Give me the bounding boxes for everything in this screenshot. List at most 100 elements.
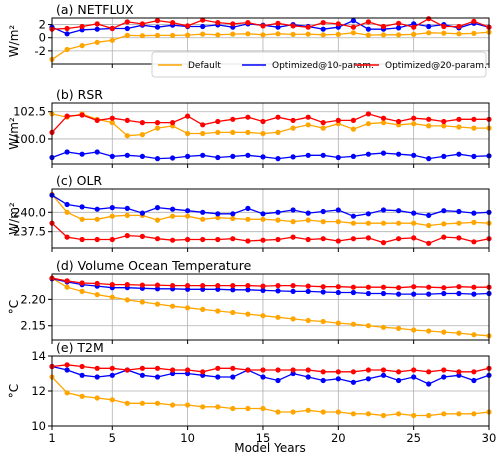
series-line [51, 222, 490, 244]
data-point [185, 402, 191, 408]
data-point [94, 280, 100, 287]
data-point [275, 156, 281, 162]
data-point [185, 208, 191, 214]
data-point [139, 400, 145, 406]
data-point [365, 121, 371, 127]
data-point [305, 367, 311, 373]
data-point [275, 114, 281, 120]
data-point [305, 210, 311, 216]
data-point [275, 377, 281, 384]
data-point [260, 283, 266, 289]
data-point [260, 154, 266, 160]
data-point [245, 20, 251, 26]
data-point [185, 236, 191, 243]
data-point [380, 120, 387, 126]
data-point [305, 283, 311, 289]
panels-layer: -202 (a) NETFLUX W/m² Default Optimized@10-p… [7, 2, 496, 445]
data-point [139, 372, 145, 378]
data-point [154, 156, 161, 162]
data-point [471, 30, 477, 36]
data-point [426, 369, 432, 375]
data-point [320, 318, 326, 325]
panel-title: (e) T2M [56, 340, 104, 355]
data-point [320, 284, 326, 290]
data-point [365, 284, 371, 290]
data-point [396, 32, 402, 38]
data-point [396, 220, 402, 226]
data-point [365, 111, 371, 117]
data-point [230, 287, 236, 293]
data-point [170, 283, 176, 289]
data-point [426, 284, 432, 290]
data-point [215, 308, 221, 314]
data-point [245, 238, 251, 244]
series-line [51, 17, 490, 30]
data-point [456, 220, 462, 226]
data-point [64, 209, 70, 215]
data-point [124, 233, 130, 239]
data-point [350, 220, 356, 226]
data-point [109, 294, 115, 300]
data-point [471, 18, 477, 24]
data-point [94, 395, 100, 401]
data-point [320, 120, 326, 126]
data-point [124, 367, 130, 373]
series-default [49, 191, 492, 229]
panel-title: (a) NETFLUX [56, 2, 134, 17]
data-point [426, 23, 432, 30]
data-point [260, 313, 266, 319]
series-line [51, 113, 489, 137]
data-point [260, 118, 266, 125]
data-point [426, 123, 432, 129]
data-point [471, 210, 477, 216]
data-point [230, 283, 236, 289]
data-point [441, 367, 447, 373]
series-line [51, 151, 490, 160]
data-point [109, 115, 115, 121]
data-point [290, 125, 296, 131]
data-point [305, 236, 311, 243]
data-point [320, 20, 326, 26]
data-point [305, 122, 311, 128]
data-point [79, 372, 85, 378]
data-point [456, 31, 462, 37]
data-point [245, 152, 251, 158]
data-point [200, 286, 206, 292]
data-point [441, 290, 447, 297]
data-point [200, 283, 206, 289]
data-point [320, 208, 326, 215]
data-point [396, 291, 402, 297]
data-point [396, 118, 402, 125]
data-point [94, 39, 100, 45]
data-point [365, 220, 371, 226]
data-point [275, 24, 281, 30]
data-point [139, 132, 145, 138]
data-point [426, 156, 432, 162]
data-point [411, 24, 417, 30]
data-point [230, 129, 236, 135]
data-point [290, 23, 296, 29]
data-point [245, 367, 251, 373]
data-point [230, 153, 236, 159]
data-point [94, 21, 100, 27]
data-point [79, 23, 85, 30]
data-point [185, 286, 191, 292]
data-point [170, 32, 176, 39]
data-point [320, 289, 326, 295]
data-point [94, 292, 100, 298]
data-point [154, 400, 161, 406]
data-point [154, 374, 161, 380]
data-point [94, 206, 100, 212]
data-point [350, 289, 356, 296]
data-point [139, 33, 145, 39]
data-point [185, 153, 191, 159]
data-point [335, 284, 341, 290]
data-point [471, 411, 477, 417]
series-line [51, 19, 490, 35]
data-point [290, 283, 296, 289]
data-point [275, 31, 281, 37]
data-point [456, 23, 462, 30]
data-point [456, 290, 462, 297]
data-point [230, 31, 236, 37]
